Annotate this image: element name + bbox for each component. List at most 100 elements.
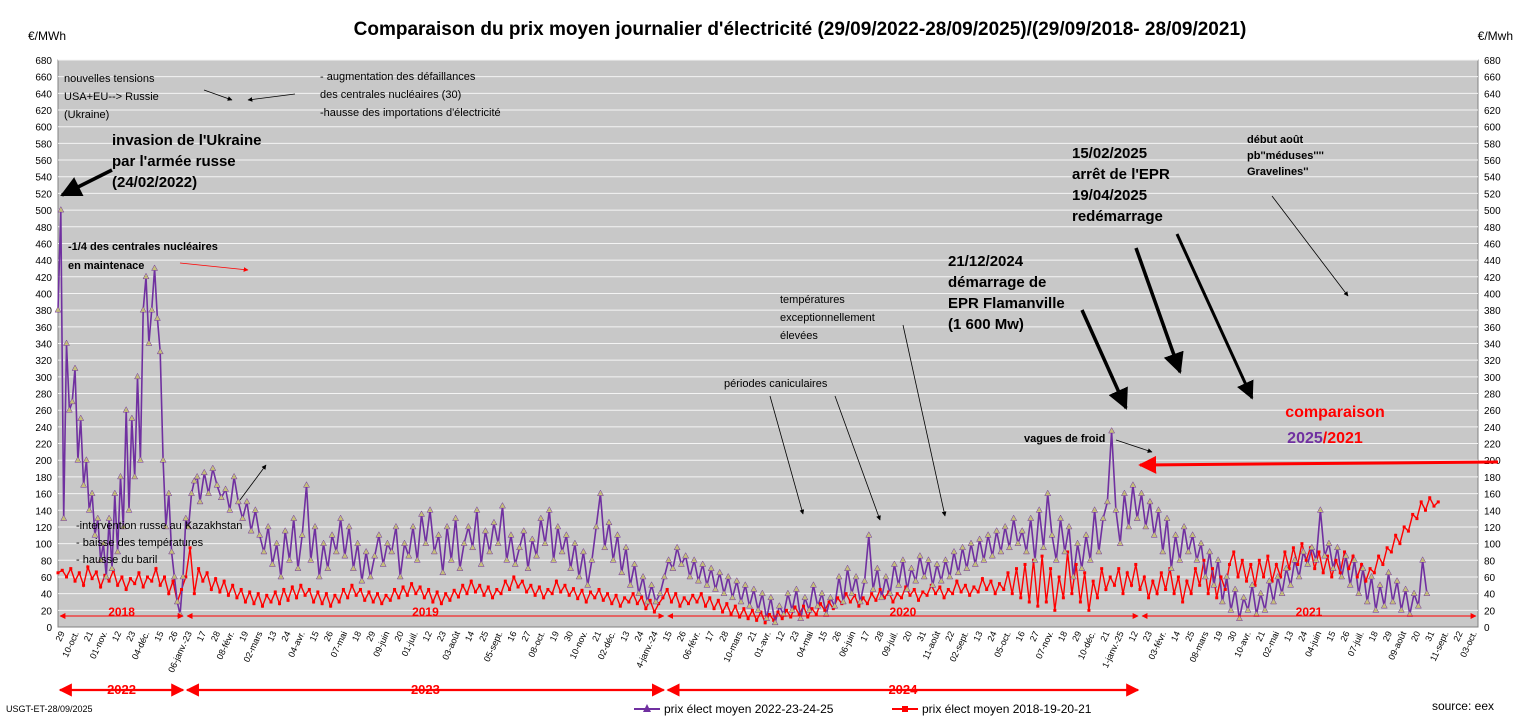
y-tick-label-left: 360 [35, 323, 52, 334]
y-tick-label-right: 600 [1484, 123, 1501, 134]
data-point-current [145, 339, 153, 346]
y-tick-label-left: 500 [35, 206, 52, 217]
data-point-current [686, 572, 694, 580]
data-point-previous [401, 585, 405, 589]
data-point-previous [648, 598, 652, 602]
data-point-previous [145, 575, 149, 579]
data-point-current [1027, 514, 1035, 521]
data-point-previous [516, 585, 520, 589]
comparison-callout: comparaison 2025/2021 [1285, 404, 1385, 447]
data-point-current [835, 572, 843, 580]
data-point-current [277, 572, 285, 580]
data-point-previous [1423, 508, 1427, 512]
x-tick-label: 28 [872, 630, 885, 643]
data-point-previous [772, 618, 776, 622]
year-band-label: 2022 [107, 682, 136, 697]
y-tick-label-left: 460 [35, 239, 52, 250]
data-point-current [541, 539, 549, 546]
data-point-previous [997, 582, 1001, 586]
data-point-previous [1377, 554, 1381, 558]
data-point-previous [456, 595, 460, 599]
data-point-current [1214, 556, 1222, 563]
data-point-current [767, 593, 775, 601]
data-point-current [54, 306, 62, 313]
data-point-current [85, 506, 93, 513]
data-point-previous [316, 590, 320, 594]
annotation-line: Gravelines'' [1247, 166, 1309, 178]
data-point-current [1193, 556, 1201, 563]
y-tick-label-left: 80 [41, 556, 53, 567]
data-point-current [469, 543, 477, 551]
data-point-current [247, 527, 255, 534]
data-point-current [746, 602, 753, 609]
data-point-current [1052, 556, 1060, 563]
data-point-current [1402, 585, 1410, 592]
data-point-current [401, 539, 408, 546]
legend: prix élect moyen 2022-23-24-25 prix élec… [634, 702, 1092, 716]
data-point-current [1044, 489, 1052, 496]
annotation-caniculaires: périodes caniculaires [724, 378, 828, 390]
x-tick-label: 17 [858, 630, 871, 643]
data-point-previous [90, 577, 94, 581]
x-tick-label: 31 [915, 630, 928, 643]
data-point-previous [60, 568, 64, 572]
x-tick-label: 28 [717, 630, 730, 643]
data-point-current [784, 589, 792, 596]
data-point-previous [691, 593, 695, 597]
data-point-current [907, 564, 915, 571]
data-point-previous [802, 604, 805, 608]
data-point-previous [618, 604, 622, 608]
data-point-previous [1240, 558, 1244, 562]
data-point-current [264, 522, 272, 530]
data-point-current [626, 581, 634, 588]
data-point-previous [1304, 558, 1308, 562]
data-point-current [933, 560, 941, 567]
data-point-previous [201, 579, 205, 583]
data-point-previous [486, 585, 490, 589]
data-point-current [222, 485, 229, 492]
data-point-previous [1432, 504, 1436, 508]
annotation-line: 19/04/2025 [1072, 187, 1147, 204]
y-tick-label-right: 500 [1484, 206, 1501, 217]
comparison-sep: / [1323, 430, 1328, 447]
x-tick-label: 28 [209, 630, 222, 643]
data-point-previous [1236, 575, 1240, 579]
data-point-previous [1125, 571, 1129, 575]
data-point-previous [1185, 579, 1189, 583]
data-point-current [665, 556, 673, 563]
data-point-previous [307, 587, 311, 591]
y-tick-label-right: 540 [1484, 173, 1501, 184]
data-point-current [142, 272, 150, 280]
data-point-current [993, 527, 1001, 534]
data-point-previous [439, 602, 443, 606]
data-point-current [775, 602, 783, 609]
data-point-current [392, 522, 400, 530]
data-point-current [597, 489, 604, 496]
x-tick-label: 25 [1183, 630, 1196, 643]
data-point-current [601, 543, 609, 551]
data-point-current [584, 581, 592, 588]
y-tick-label-right: 300 [1484, 373, 1501, 384]
annotation-kazakhstan: -intervention russe au Kazakhstan - baiss… [76, 520, 242, 566]
data-point-previous [665, 587, 669, 591]
data-point-current [839, 597, 847, 605]
data-point-previous [623, 596, 627, 600]
data-point-current [494, 539, 502, 546]
data-point-current [328, 531, 336, 538]
x-tick-label: 20 [901, 630, 914, 643]
data-point-current [375, 531, 383, 538]
annotation-line: -hausse des importations d'électricité [320, 107, 501, 119]
data-point-current [660, 572, 668, 580]
data-point-previous [295, 596, 299, 600]
data-point-previous [733, 604, 737, 608]
data-point-previous [508, 587, 512, 591]
data-point-current [57, 206, 65, 213]
data-point-previous [1015, 567, 1018, 571]
data-point-previous [644, 607, 648, 611]
data-point-previous [1138, 587, 1142, 591]
y-tick-label-left: 600 [35, 123, 52, 134]
y-tick-label-left: 340 [35, 340, 52, 351]
data-point-current [1261, 606, 1269, 613]
